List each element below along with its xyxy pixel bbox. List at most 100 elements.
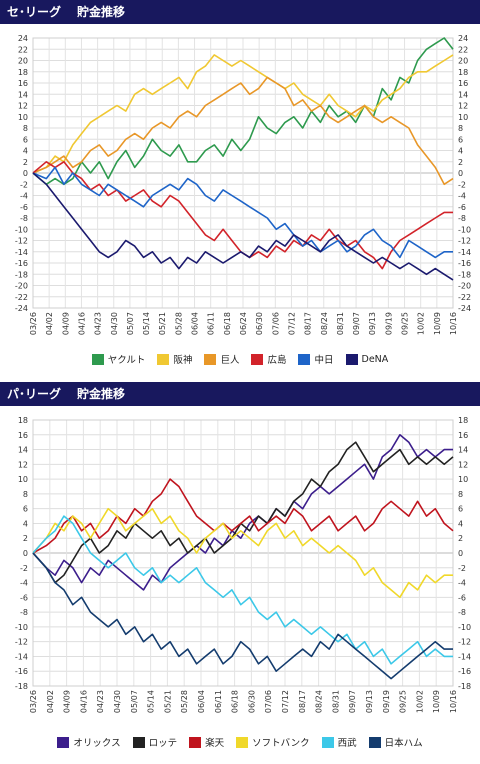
y-tick-label-left: -2 bbox=[20, 564, 28, 573]
y-tick-label-right: -10 bbox=[458, 225, 471, 234]
y-tick-label-right: 20 bbox=[458, 57, 468, 66]
x-tick-label: 04/02 bbox=[46, 690, 55, 713]
x-tick-label: 03/26 bbox=[29, 690, 38, 713]
y-tick-label-right: 4 bbox=[458, 147, 463, 156]
y-tick-label-left: -24 bbox=[15, 304, 28, 313]
legend-item: 中日 bbox=[298, 352, 334, 366]
y-tick-label-right: 16 bbox=[458, 431, 468, 440]
y-tick-label-right: 14 bbox=[458, 446, 468, 455]
y-tick-label-right: 2 bbox=[458, 534, 463, 543]
y-tick-label-right: 18 bbox=[458, 416, 468, 425]
x-tick-label: 06/04 bbox=[191, 312, 200, 335]
x-tick-label: 04/09 bbox=[61, 312, 70, 335]
legend-item: ヤクルト bbox=[91, 352, 145, 366]
y-tick-label-right: -18 bbox=[458, 270, 471, 279]
x-tick-label: 04/16 bbox=[77, 312, 86, 335]
central-league-title: セ･リーグ bbox=[7, 5, 62, 19]
y-tick-label-left: 4 bbox=[23, 519, 28, 528]
x-tick-label: 05/21 bbox=[163, 690, 172, 713]
legend-label: 日本ハム bbox=[384, 738, 423, 749]
x-tick-label: 05/28 bbox=[174, 312, 183, 335]
central-league-title-bar: セ･リーグ 貯金推移 bbox=[0, 0, 480, 24]
legend-label: ソフトバンク bbox=[252, 738, 310, 749]
legend-label: ロッテ bbox=[148, 738, 178, 749]
y-tick-label-right: 2 bbox=[458, 158, 463, 167]
y-tick-label-left: -12 bbox=[15, 237, 28, 246]
legend-swatch bbox=[368, 736, 381, 748]
x-tick-label: 07/12 bbox=[281, 690, 290, 713]
y-tick-label-right: -4 bbox=[458, 192, 466, 201]
legend-swatch bbox=[57, 736, 70, 748]
central-league-chart: -24 -24-22 -22-20 -20-18 -18-16 -16-14 -14-12-… bbox=[15, 34, 471, 335]
y-tick-label-left: -18 bbox=[15, 270, 28, 279]
x-tick-label: 09/19 bbox=[382, 690, 391, 713]
series-line-巨人 bbox=[32, 76, 454, 186]
y-tick-label-left: 10 bbox=[18, 113, 28, 122]
series-line-中日 bbox=[32, 166, 453, 259]
y-tick-label-left: -4 bbox=[20, 579, 28, 588]
x-tick-label: 06/18 bbox=[223, 312, 232, 335]
x-tick-label: 04/23 bbox=[94, 312, 103, 335]
y-tick-label-left: 10 bbox=[18, 475, 28, 484]
grid bbox=[32, 37, 454, 309]
x-tick-label: 06/11 bbox=[214, 690, 223, 713]
y-tick-label-left: 22 bbox=[18, 45, 28, 54]
y-tick-label-left: -6 bbox=[20, 203, 28, 212]
y-tick-label-right: 4 bbox=[458, 519, 463, 528]
legend-label: 阪神 bbox=[173, 355, 193, 366]
y-tick-label-left: -14 bbox=[15, 248, 28, 257]
x-tick-label: 09/07 bbox=[352, 312, 361, 335]
legend-swatch bbox=[321, 736, 334, 748]
y-tick-label-right: 24 bbox=[458, 34, 468, 43]
y-tick-label-right: -12 bbox=[458, 237, 471, 246]
y-tick-label-left: -10 bbox=[15, 225, 28, 234]
x-tick-label: 04/02 bbox=[45, 312, 54, 335]
y-tick-label-right: 8 bbox=[458, 124, 463, 133]
x-tick-label: 05/28 bbox=[180, 690, 189, 713]
legend-label: 西武 bbox=[337, 738, 357, 749]
y-tick-label-left: -14 bbox=[15, 652, 28, 661]
x-tick-label: 08/24 bbox=[320, 312, 329, 335]
legend-swatch bbox=[91, 353, 104, 365]
legend-label: 中日 bbox=[314, 355, 334, 366]
x-tick-label: 08/17 bbox=[304, 312, 313, 335]
y-tick-label-left: 18 bbox=[18, 68, 28, 77]
series-line-楽天 bbox=[32, 478, 454, 554]
x-tick-label: 10/02 bbox=[415, 690, 424, 713]
y-tick-label-left: 8 bbox=[23, 490, 28, 499]
series-line-西武 bbox=[32, 515, 453, 665]
y-tick-label-left: 2 bbox=[23, 158, 28, 167]
y-tick-label-left: 18 bbox=[18, 416, 28, 425]
pacific-league-chart: -18 -18 -16 -16 -14 -14 -12 -12 -10 -10 -8 -8 -6 -6 -4… bbox=[15, 416, 471, 713]
y-tick-label-left: 16 bbox=[18, 79, 28, 88]
y-tick-label-right: -4 bbox=[458, 579, 466, 588]
legend-item: 巨人 bbox=[204, 352, 239, 366]
central-league-panel: セ･リーグ 貯金推移 -24 -24 -22 -22 -20 -20 -18 -18 -16 -16… bbox=[0, 0, 480, 380]
x-tick-label: 04/30 bbox=[110, 312, 119, 335]
y-tick-label-right: -2 bbox=[458, 180, 466, 189]
y-tick-label-right: -16 bbox=[458, 259, 471, 268]
x-tick-label: 06/30 bbox=[255, 312, 264, 335]
x-tick-label: 05/14 bbox=[142, 312, 151, 335]
series-line-オリックス bbox=[32, 434, 453, 591]
y-tick-label-right: 8 bbox=[458, 490, 463, 499]
pacific-league-title: パ･リーグ bbox=[7, 387, 62, 401]
x-tick-label: 03/26 bbox=[29, 312, 38, 335]
y-tick-label-right: 12 bbox=[458, 460, 468, 469]
y-tick-label-left: 2 bbox=[23, 534, 28, 543]
y-tick-label-left: 0 bbox=[23, 169, 28, 178]
x-tick-label: 05/07 bbox=[126, 312, 135, 335]
y-tick-label-right: -14 bbox=[458, 248, 471, 257]
y-tick-label-right: -16 bbox=[458, 667, 471, 676]
y-tick-label-left: 8 bbox=[23, 124, 28, 133]
legend-swatch bbox=[236, 736, 249, 748]
legend-swatch bbox=[204, 353, 217, 365]
y-tick-label-right: -18 bbox=[458, 682, 471, 691]
legend-item: オリックス bbox=[57, 735, 121, 749]
x-tick-label: 10/16 bbox=[449, 690, 458, 713]
y-tick-label-right: -14 bbox=[458, 652, 471, 661]
legend-swatch bbox=[298, 353, 311, 365]
legend-swatch bbox=[157, 353, 170, 365]
y-tick-label-right: 6 bbox=[458, 135, 463, 144]
y-tick-label-right: 0 bbox=[458, 549, 463, 558]
